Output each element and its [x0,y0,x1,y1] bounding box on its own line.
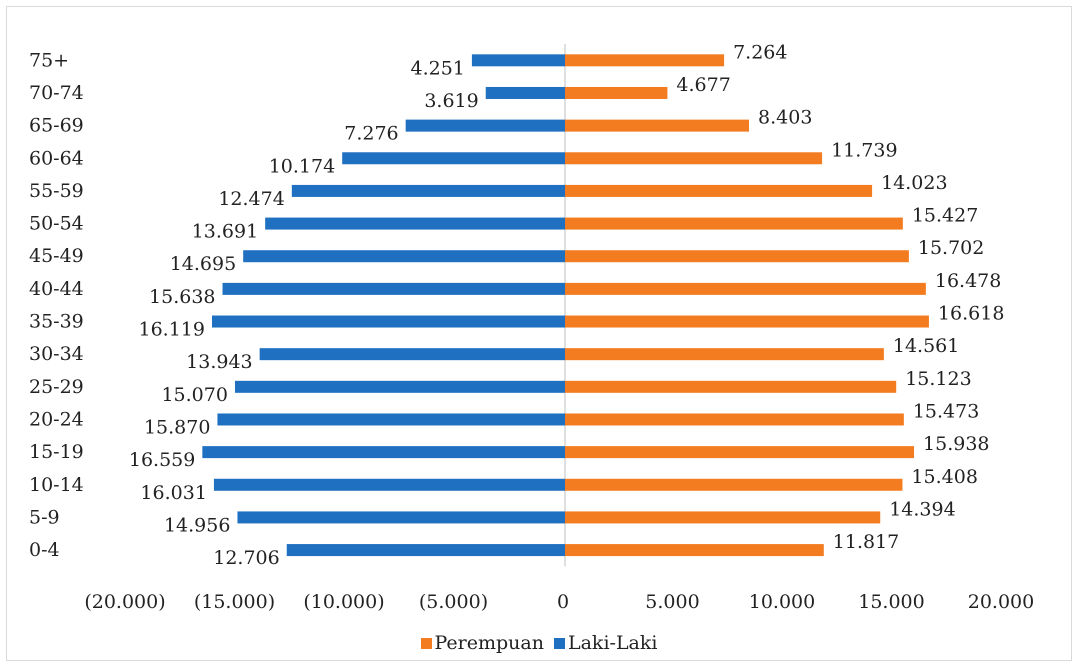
bar-perempuan-55-59 [565,184,873,197]
data-label-perempuan-50-54: 15.427 [912,205,978,227]
data-label-laki-laki-35-39: 16.119 [139,319,205,341]
x-tick-label-6: 10.000 [749,591,815,613]
category-label-50-54: 50-54 [29,213,84,235]
data-label-perempuan-45-49: 15.702 [918,237,984,259]
category-label-10-14: 10-14 [29,474,84,496]
data-label-perempuan-30-34: 14.561 [893,335,959,357]
x-tick-label-8: 20.000 [968,591,1034,613]
bar-laki-laki-30-34 [259,348,565,361]
data-label-perempuan-15-19: 15.938 [923,433,989,455]
category-label-5-9: 5-9 [29,506,60,528]
category-label-35-39: 35-39 [29,311,84,333]
bar-perempuan-75+ [565,54,725,67]
x-tick-label-1: (15.000) [194,591,275,613]
bar-perempuan-0-4 [565,544,824,557]
data-label-perempuan-25-29: 15.123 [905,368,971,390]
data-label-perempuan-20-24: 15.473 [913,400,979,422]
bar-perempuan-70-74 [565,86,668,99]
data-label-laki-laki-10-14: 16.031 [140,482,206,504]
bar-perempuan-15-19 [565,446,915,459]
legend-swatch-perempuan [420,637,432,649]
x-tick-label-3: (5.000) [419,591,488,613]
data-label-laki-laki-40-44: 15.638 [149,286,215,308]
data-label-perempuan-40-44: 16.478 [935,270,1001,292]
data-label-laki-laki-25-29: 15.070 [161,384,227,406]
bar-laki-laki-65-69 [405,119,565,132]
x-tick-label-4: 0 [557,591,569,613]
category-label-20-24: 20-24 [29,408,84,430]
bar-laki-laki-20-24 [217,413,565,426]
bar-perempuan-50-54 [565,217,903,230]
bar-laki-laki-45-49 [243,250,565,263]
data-label-perempuan-55-59: 14.023 [881,172,947,194]
category-label-40-44: 40-44 [29,278,84,300]
data-label-perempuan-0-4: 11.817 [833,531,899,553]
bar-perempuan-35-39 [565,315,929,328]
category-label-65-69: 65-69 [29,115,84,137]
bar-laki-laki-15-19 [202,446,565,459]
data-label-laki-laki-55-59: 12.474 [218,188,284,210]
bar-perempuan-20-24 [565,413,904,426]
x-tick-label-5: 5.000 [645,591,699,613]
legend-swatch-laki-laki [553,637,565,649]
data-label-laki-laki-20-24: 15.870 [144,416,210,438]
data-label-laki-laki-45-49: 14.695 [170,253,236,275]
data-label-laki-laki-15-19: 16.559 [129,449,195,471]
bar-perempuan-65-69 [565,119,750,132]
bar-laki-laki-60-64 [342,152,565,165]
category-label-30-34: 30-34 [29,343,84,365]
data-label-laki-laki-0-4: 12.706 [213,547,279,569]
data-label-perempuan-60-64: 11.739 [831,139,897,161]
data-label-laki-laki-30-34: 13.943 [186,351,252,373]
category-label-55-59: 55-59 [29,180,84,202]
data-label-laki-laki-50-54: 13.691 [192,221,258,243]
category-label-25-29: 25-29 [29,376,84,398]
data-label-perempuan-5-9: 14.394 [889,498,955,520]
bar-laki-laki-35-39 [211,315,565,328]
data-label-laki-laki-5-9: 14.956 [164,514,230,536]
category-label-45-49: 45-49 [29,245,84,267]
data-label-perempuan-65-69: 8.403 [758,107,812,129]
x-tick-label-7: 15.000 [858,591,924,613]
data-label-laki-laki-70-74: 3.619 [424,90,478,112]
legend-label-laki-laki: Laki-Laki [567,632,658,654]
category-label-75+: 75+ [29,49,69,71]
legend-label-perempuan: Perempuan [434,632,544,654]
x-tick-label-2: (10.000) [303,591,384,613]
bar-perempuan-45-49 [565,250,909,263]
data-label-laki-laki-75+: 4.251 [410,57,464,79]
bar-laki-laki-50-54 [265,217,565,230]
category-label-70-74: 70-74 [29,82,84,104]
bar-laki-laki-0-4 [286,544,565,557]
category-label-15-19: 15-19 [29,441,84,463]
bar-perempuan-25-29 [565,380,897,393]
bar-laki-laki-70-74 [485,86,565,99]
category-label-0-4: 0-4 [29,539,60,561]
category-label-60-64: 60-64 [29,147,84,169]
legend-item-laki-laki: Laki-Laki [553,632,658,654]
legend-item-perempuan: Perempuan [420,632,544,654]
bar-laki-laki-10-14 [213,478,566,491]
bar-laki-laki-75+ [471,54,565,67]
bar-laki-laki-5-9 [237,511,565,524]
data-label-laki-laki-60-64: 10.174 [269,155,335,177]
data-label-laki-laki-65-69: 7.276 [344,123,398,145]
data-label-perempuan-10-14: 15.408 [911,466,977,488]
bar-laki-laki-25-29 [234,380,566,393]
bar-laki-laki-55-59 [291,184,565,197]
x-tick-label-0: (20.000) [84,591,165,613]
bar-perempuan-10-14 [565,478,903,491]
bar-perempuan-5-9 [565,511,881,524]
bar-perempuan-60-64 [565,152,823,165]
chart-legend: Perempuan Laki-Laki [0,632,1078,654]
data-label-perempuan-70-74: 4.677 [676,74,730,96]
bar-laki-laki-40-44 [222,282,565,295]
bar-perempuan-30-34 [565,348,884,361]
bar-perempuan-40-44 [565,282,926,295]
data-label-perempuan-75+: 7.264 [733,41,787,63]
data-label-perempuan-35-39: 16.618 [938,303,1004,325]
